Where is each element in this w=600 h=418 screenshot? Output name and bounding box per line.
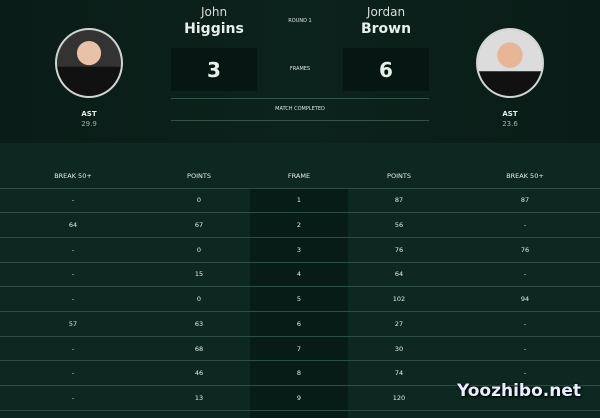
cell-p2-points: 76: [394, 245, 404, 254]
cell-p1-break: -: [71, 393, 75, 402]
cell-p2-points: 27: [394, 319, 404, 328]
player2-ast-label: AST: [502, 110, 518, 118]
player2-ast-value: 23.6: [502, 120, 518, 128]
cell-p2-break: -: [523, 221, 527, 230]
cell-p1-points: 13: [194, 393, 204, 402]
table-row: - 0 3 76 76: [0, 238, 600, 263]
round-label: ROUND 1: [288, 18, 312, 24]
cell-p1-break: -: [71, 344, 75, 353]
cell-frame: 6: [296, 319, 302, 328]
cell-p2-break: 76: [520, 245, 530, 254]
frame-column-highlight: [250, 188, 348, 418]
watermark: Yoozhibo.net: [457, 381, 581, 401]
cell-p2-break: -: [523, 270, 527, 279]
cell-p2-points: 64: [394, 270, 404, 279]
cell-p1-break: 57: [68, 319, 78, 328]
cell-p1-points: 15: [194, 270, 204, 279]
player2-first-name: Jordan: [366, 5, 406, 19]
header-p2-points: POINTS: [387, 171, 411, 180]
header-p2-break: BREAK 50+: [506, 171, 544, 180]
cell-p2-points: 30: [394, 344, 404, 353]
cell-p2-points: 56: [394, 221, 404, 230]
header-frame: FRAME: [287, 171, 311, 180]
cell-p2-break: 94: [520, 295, 530, 304]
cell-p1-break: -: [71, 196, 75, 205]
player1-last-name: Higgins: [184, 21, 244, 37]
cell-p2-break: -: [523, 319, 527, 328]
cell-frame: 5: [296, 295, 302, 304]
player1-ast-value: 29.9: [81, 120, 97, 128]
frame-table: BREAK 50+ POINTS FRAME POINTS BREAK 50+ -0 1 87…: [0, 143, 600, 418]
cell-p1-points: 0: [196, 196, 202, 205]
divider: [171, 98, 429, 99]
cell-p1-break: -: [71, 270, 75, 279]
table-header: BREAK 50+ POINTS FRAME POINTS BREAK 50+: [0, 164, 600, 189]
cell-p1-points: 0: [196, 245, 202, 254]
cell-p2-points: 74: [394, 369, 404, 378]
cell-p2-break: -: [523, 369, 527, 378]
cell-p1-break: 64: [68, 221, 78, 230]
header-p1-points: POINTS: [187, 171, 211, 180]
cell-p2-points: 120: [392, 393, 406, 402]
cell-frame: 1: [296, 196, 302, 205]
player1-avatar: [55, 28, 123, 98]
cell-frame: 2: [296, 221, 302, 230]
match-header: AST 29.9 John Higgins 3 ROUND 1 FRAMES M…: [0, 0, 600, 143]
cell-frame: 8: [296, 369, 302, 378]
cell-frame: 9: [296, 393, 302, 402]
match-status: MATCH COMPLETED: [275, 106, 325, 112]
cell-p1-points: 46: [194, 369, 204, 378]
cell-frame: 7: [296, 344, 302, 353]
table-row: - 68 7 30 -: [0, 337, 600, 362]
player2-score: 6: [343, 48, 429, 91]
cell-p2-points: 102: [392, 295, 406, 304]
table-row: - 46 8 74 -: [0, 361, 600, 387]
cell-frame: 4: [296, 270, 302, 279]
divider: [171, 120, 429, 121]
cell-p2-points: 87: [394, 196, 404, 205]
player2-avatar: [476, 28, 544, 98]
cell-frame: 3: [296, 245, 302, 254]
cell-p1-break: -: [71, 245, 75, 254]
header-p1-break: BREAK 50+: [54, 171, 92, 180]
table-row: 57 63 6 27 -: [0, 312, 600, 337]
cell-p1-break: -: [71, 295, 75, 304]
cell-p2-break: 87: [520, 196, 530, 205]
player1-ast-label: AST: [81, 110, 97, 118]
table-row: - 0 5 102 94: [0, 287, 600, 312]
player1-score: 3: [171, 48, 257, 91]
table-row: - 0 1 87 87: [0, 189, 600, 214]
player2-last-name: Brown: [360, 21, 412, 37]
frames-label: FRAMES: [289, 66, 311, 72]
cell-p1-points: 67: [194, 221, 204, 230]
cell-p2-break: -: [523, 344, 527, 353]
table-row: 64 67 2 56 -: [0, 213, 600, 238]
table-row: - 15 4 64 -: [0, 263, 600, 288]
cell-p1-points: 0: [196, 295, 202, 304]
player1-first-name: John: [200, 5, 228, 19]
cell-p1-break: -: [71, 369, 75, 378]
cell-p1-points: 63: [194, 319, 204, 328]
cell-p1-points: 68: [194, 344, 204, 353]
